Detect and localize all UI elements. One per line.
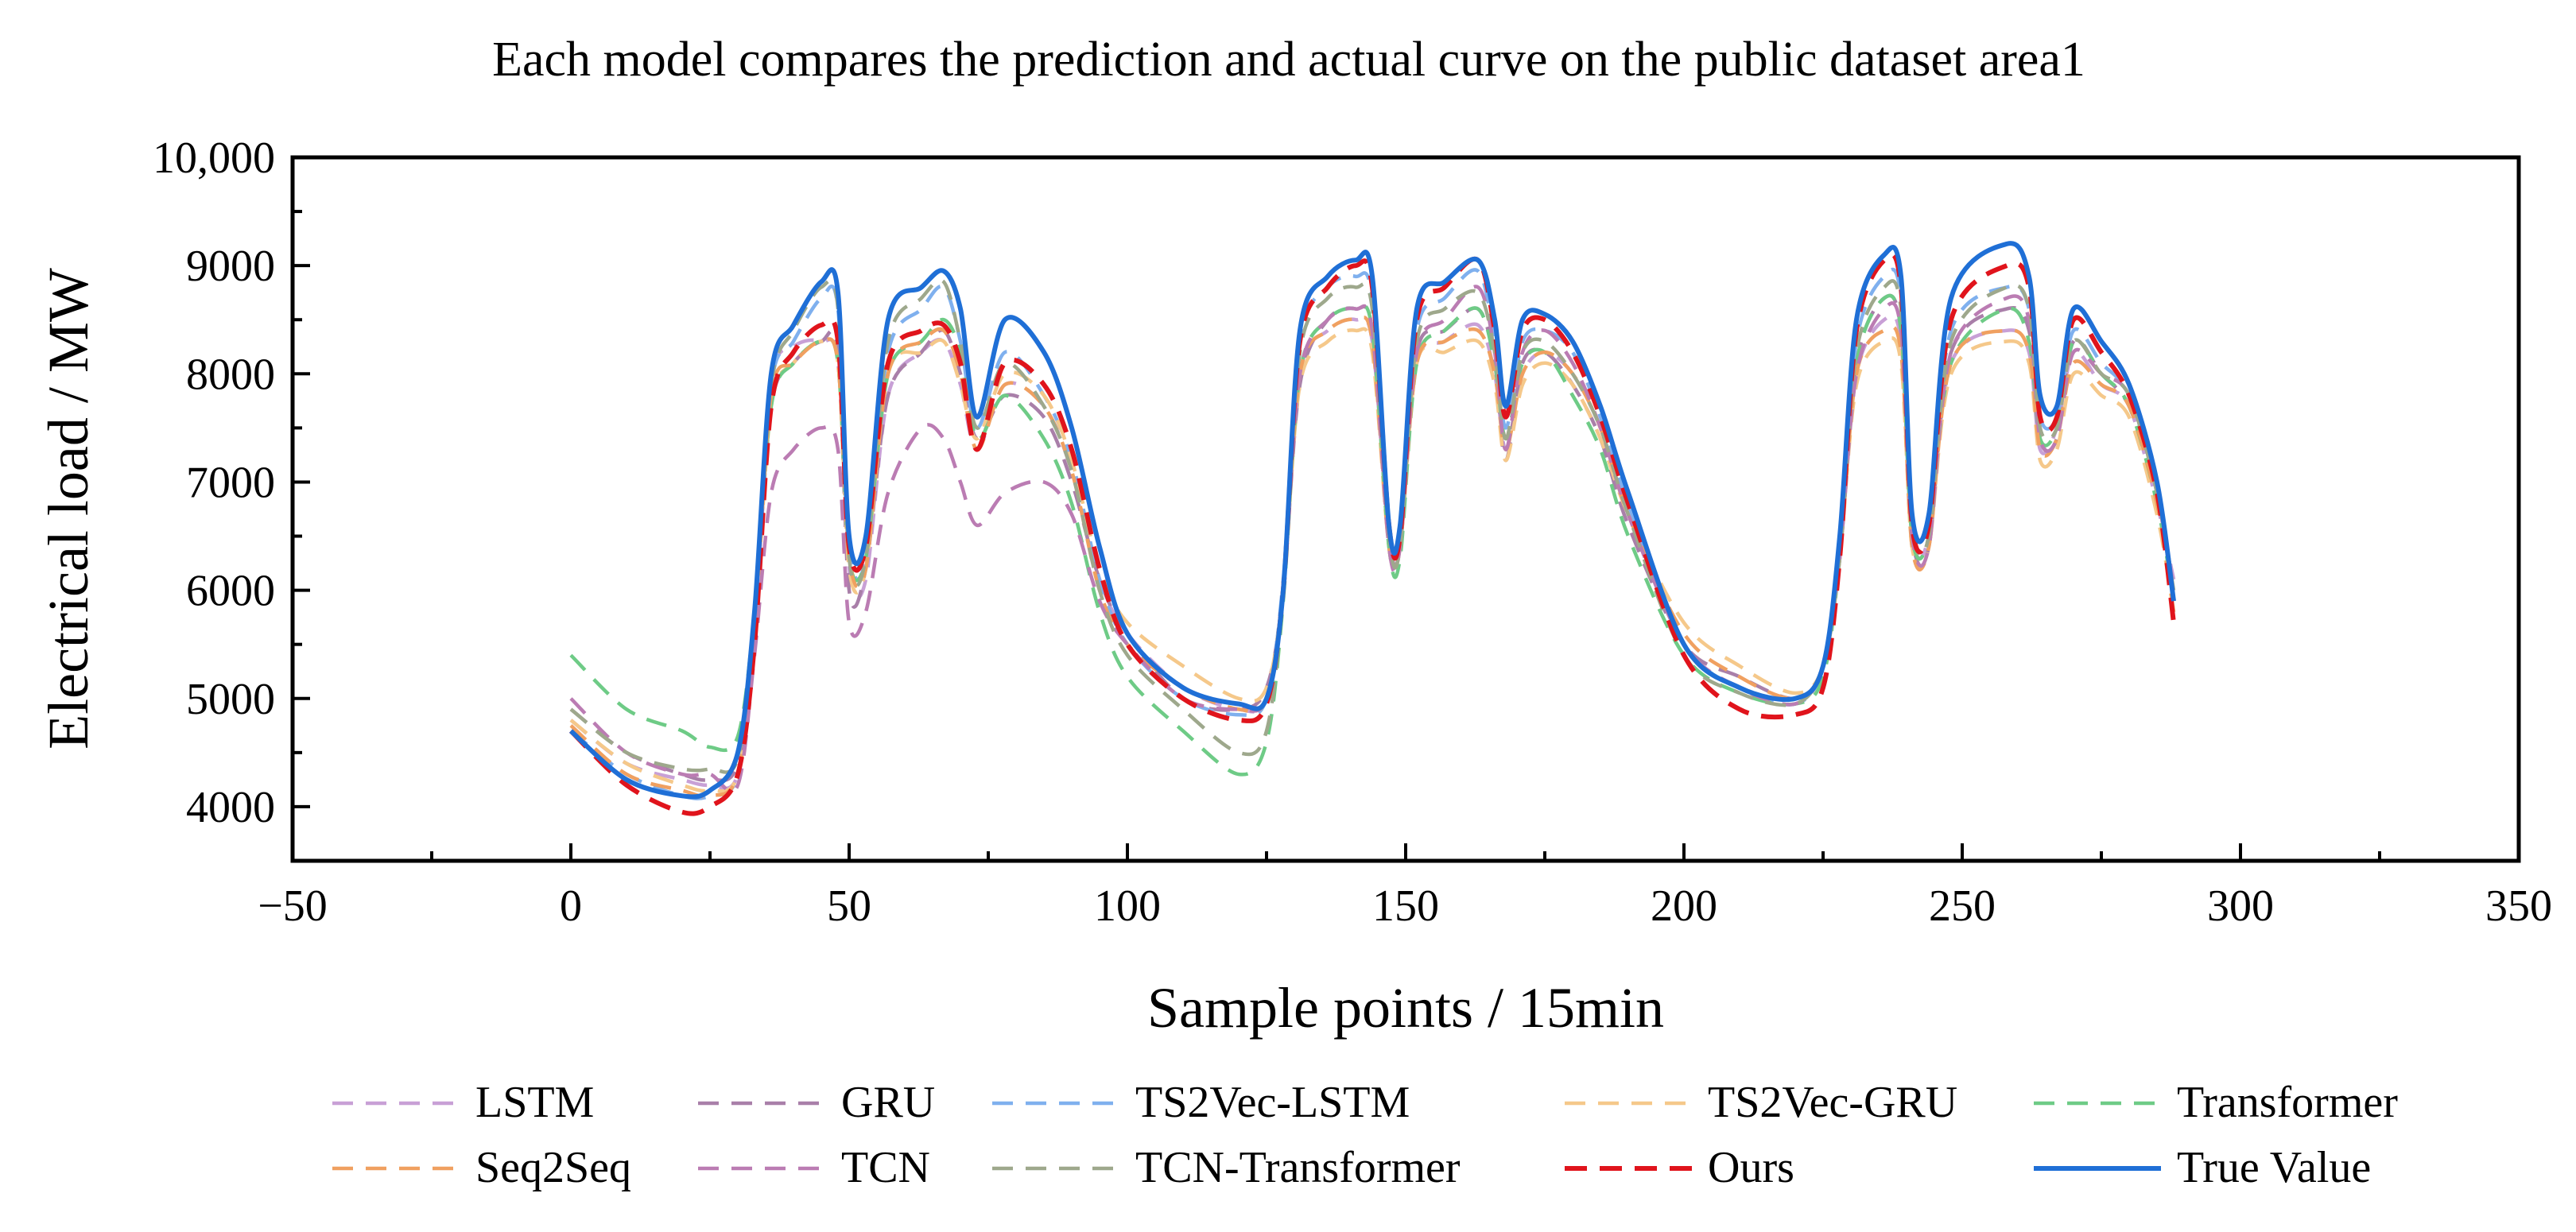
plot-frame <box>290 155 2521 863</box>
legend-label-transformer: Transformer <box>2177 1078 2398 1127</box>
x-tick-label: 0 <box>560 881 582 931</box>
y-tick-label: 5000 <box>186 675 275 724</box>
legend-label-lstm: LSTM <box>475 1078 594 1127</box>
x-tick-label: 350 <box>2485 881 2552 931</box>
x-tick-label: −50 <box>258 881 328 931</box>
legend-label-ts2vec-lstm: TS2Vec-LSTM <box>1135 1078 1410 1127</box>
legend-label-true-value: True Value <box>2177 1143 2371 1192</box>
y-tick-label: 6000 <box>186 567 275 616</box>
x-tick-label: 100 <box>1094 881 1161 931</box>
x-tick-label: 50 <box>827 881 871 931</box>
legend-label-ts2vec-gru: TS2Vec-GRU <box>1708 1078 1957 1127</box>
legend-label-tcn: TCN <box>841 1143 930 1192</box>
legend: LSTM GRU TS2Vec-LSTM TS2Vec-GRU Transformer S… <box>332 1078 2398 1192</box>
legend-label-gru: GRU <box>841 1078 935 1127</box>
series-line-gru <box>569 293 2176 783</box>
x-tick-label: 150 <box>1372 881 1439 931</box>
series-line-seq2seq <box>569 316 2176 799</box>
series-lines <box>568 241 2176 816</box>
y-tick-label: 9000 <box>186 242 275 291</box>
series-line-true-value <box>569 241 2176 800</box>
y-tick-label: 4000 <box>186 783 275 832</box>
y-tick-label: 8000 <box>186 350 275 399</box>
legend-label-ours: Ours <box>1708 1143 1794 1192</box>
series-line-ts2vec-gru <box>569 327 2176 793</box>
axes: −50 0 50 100 150 200 250 300 350 4000 5000 6000 7000… <box>153 134 2552 931</box>
legend-label-tcn-transformer: TCN-Transformer <box>1135 1143 1461 1192</box>
x-tick-label: 200 <box>1651 881 1717 931</box>
y-axis-label: Electrical load / MW <box>37 268 100 750</box>
y-tick-label: 10,000 <box>153 134 275 183</box>
series-line-transformer <box>569 293 2176 777</box>
x-tick-label: 250 <box>1929 881 1996 931</box>
x-axis-label: Sample points / 15min <box>1147 976 1664 1040</box>
legend-label-seq2seq: Seq2Seq <box>475 1143 631 1192</box>
x-tick-label: 300 <box>2207 881 2274 931</box>
y-tick-label: 7000 <box>186 458 275 507</box>
chart-title: Each model compares the prediction and a… <box>492 33 2085 87</box>
series-line-tcn <box>569 285 2176 794</box>
series-line-lstm <box>569 313 2176 791</box>
